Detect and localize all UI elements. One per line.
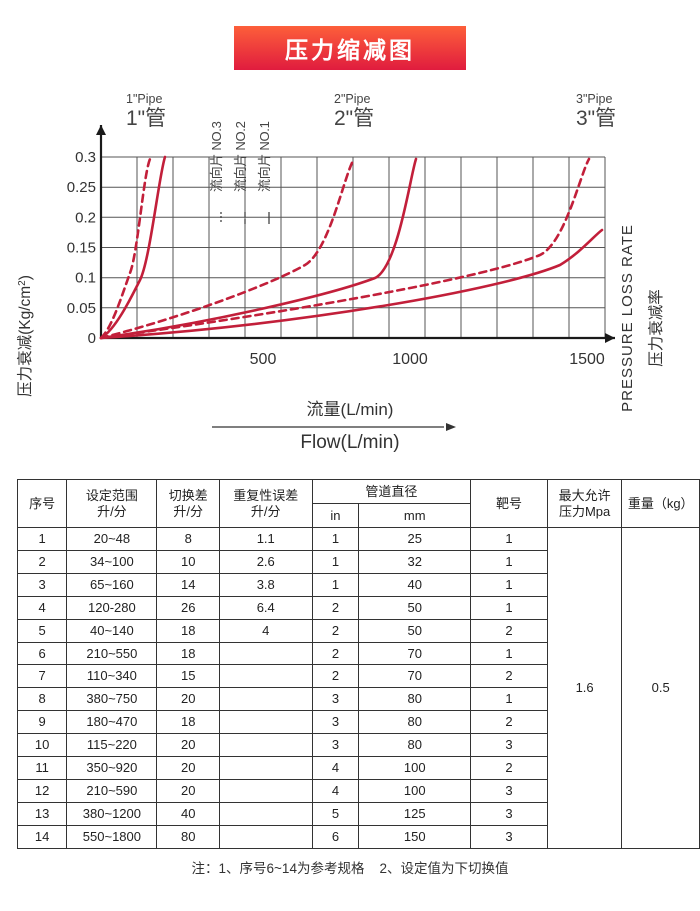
svg-text:2"Pipe: 2"Pipe bbox=[334, 92, 370, 106]
svg-text:流向片 NO.2: 流向片 NO.2 bbox=[233, 121, 248, 192]
svg-text:2"管: 2"管 bbox=[334, 107, 374, 130]
svg-text:1"Pipe: 1"Pipe bbox=[126, 92, 162, 106]
svg-text:1500: 1500 bbox=[569, 351, 605, 368]
svg-text:0.25: 0.25 bbox=[67, 179, 96, 196]
svg-text:0: 0 bbox=[88, 330, 96, 347]
svg-text:0.1: 0.1 bbox=[75, 270, 96, 287]
svg-text:流向片 NO.3: 流向片 NO.3 bbox=[209, 121, 224, 192]
svg-text:1"管: 1"管 bbox=[126, 107, 166, 130]
svg-text:500: 500 bbox=[250, 351, 277, 368]
svg-text:1000: 1000 bbox=[392, 351, 428, 368]
svg-text:0.05: 0.05 bbox=[67, 300, 96, 317]
svg-text:压力衰减(Kg/cm2): 压力衰减(Kg/cm2) bbox=[16, 275, 34, 397]
svg-text:3"Pipe: 3"Pipe bbox=[576, 92, 612, 106]
svg-text:3"管: 3"管 bbox=[576, 107, 616, 130]
svg-text:0.2: 0.2 bbox=[75, 209, 96, 226]
svg-text:0.3: 0.3 bbox=[75, 149, 96, 166]
svg-text:流向片 NO.1: 流向片 NO.1 bbox=[257, 121, 272, 192]
svg-text:0.15: 0.15 bbox=[67, 240, 96, 257]
svg-text:PRESSURE LOSS RATE: PRESSURE LOSS RATE bbox=[619, 224, 636, 412]
svg-text:压力衰减率: 压力衰减率 bbox=[647, 289, 665, 367]
